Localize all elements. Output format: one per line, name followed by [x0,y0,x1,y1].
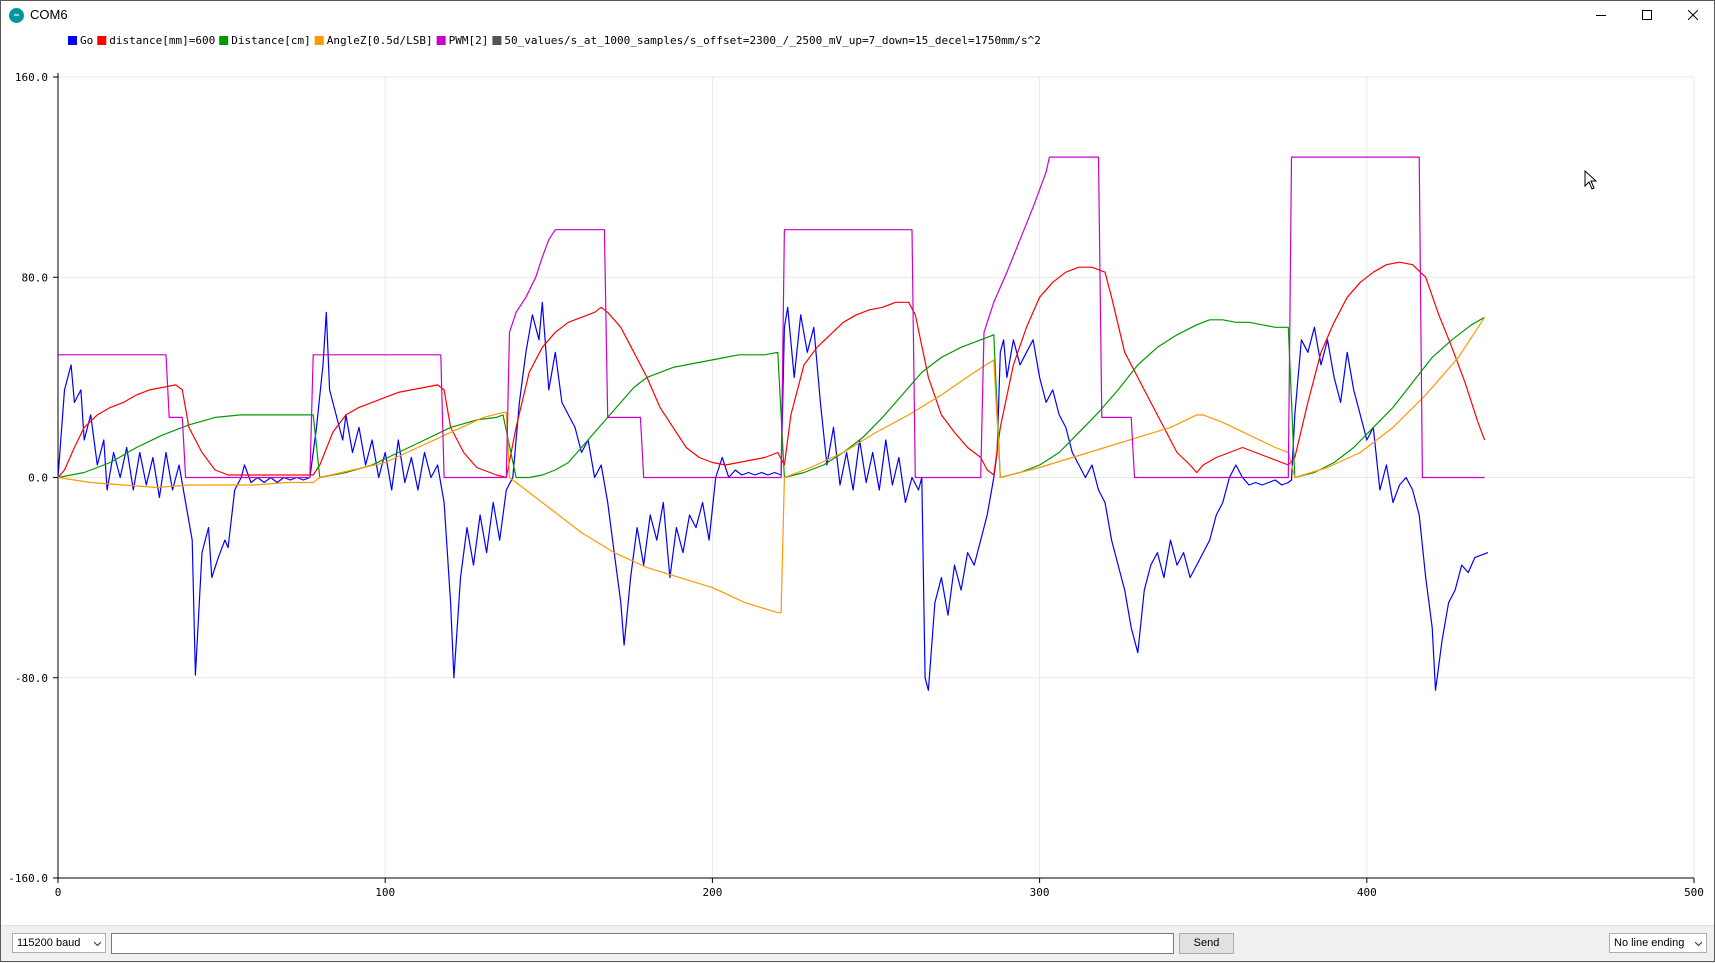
send-button[interactable]: Send [1179,933,1234,954]
serial-plotter-chart: 160.0 80.0 0.0 -80.0 -160.0 0 100 200 300 400 500 G… [8,34,1704,899]
y-tick-label: 0.0 [28,472,48,485]
y-tick-label: -160.0 [8,872,48,885]
baud-rate-select[interactable]: 115200 baud [12,933,106,953]
x-tick-label: 100 [375,886,395,899]
legend-label: Go [80,34,93,47]
y-tick-label: -80.0 [15,672,48,685]
legend-label: 50_values/s_at_1000_samples/s_offset=230… [504,34,1040,47]
mouse-cursor-icon [1584,170,1598,190]
x-tick-label: 300 [1030,886,1050,899]
line-ending-select[interactable]: No line ending [1609,933,1707,953]
x-tick-label: 200 [702,886,722,899]
close-button[interactable] [1670,0,1715,30]
window-title: COM6 [30,7,68,22]
legend-label: Distance[cm] [231,34,310,47]
legend-swatch [314,36,324,45]
legend-swatch [436,36,446,45]
y-tick-label: 80.0 [22,271,49,284]
y-tick-label: 160.0 [15,71,48,84]
arduino-icon: ∞ [9,8,24,23]
maximize-icon [1642,10,1652,20]
legend-label: distance[mm]=600 [109,34,215,47]
x-tick-label: 400 [1357,886,1377,899]
legend-swatch [492,36,502,45]
x-tick-label: 0 [55,886,62,899]
line-ending-value: No line ending [1614,937,1685,949]
legend-label: PWM[2] [449,34,489,47]
legend-swatch [97,36,107,45]
legend-swatch [219,36,229,45]
series-line-distance-cm [57,316,1485,479]
bottom-toolbar: 115200 baud Send No line ending [0,925,1715,963]
maximize-button[interactable] [1624,0,1670,30]
series-line-pwm-2 [58,156,1485,479]
legend-swatch [68,36,77,45]
chevron-down-icon [94,941,101,947]
minimize-icon [1596,15,1606,16]
series-line-go [57,301,1489,691]
close-icon [1688,10,1698,20]
series-line-distance-mm-600 [57,261,1486,479]
serial-input[interactable] [111,933,1174,954]
title-bar: ∞ COM6 [0,0,1715,30]
legend-label: AngleZ[0.5d/LSB] [327,34,433,47]
series-line-anglez-0-5d-lsb [57,316,1486,614]
minimize-button[interactable] [1578,0,1624,30]
baud-rate-value: 115200 baud [17,937,81,949]
chevron-down-icon [1695,941,1702,947]
x-tick-label: 500 [1684,886,1704,899]
